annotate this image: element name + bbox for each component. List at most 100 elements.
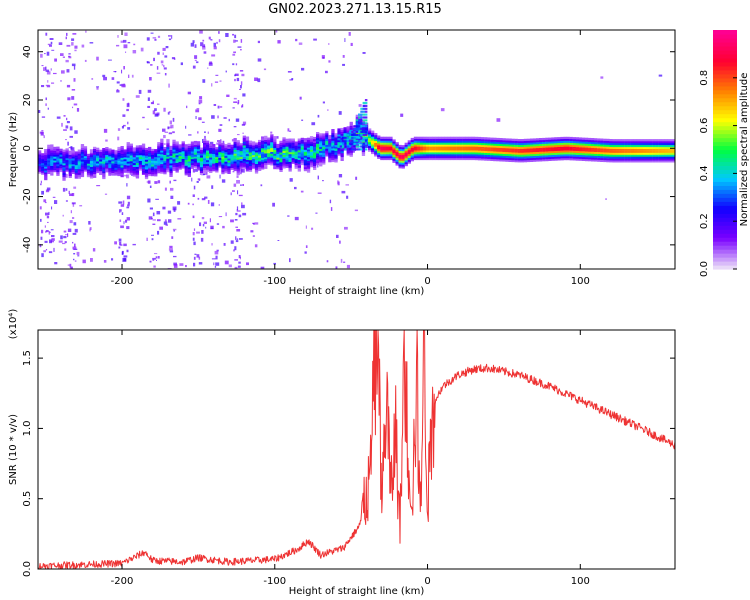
heatmap-cell (316, 132, 320, 135)
heatmap-cell (548, 156, 552, 160)
noise-cell (123, 39, 127, 43)
heatmap-cell (129, 155, 133, 158)
heatmap-cell (313, 167, 317, 170)
heatmap-cell (96, 169, 100, 172)
noise-cell (68, 53, 71, 55)
heatmap-cell (340, 147, 344, 150)
heatmap-cell (56, 171, 60, 174)
heatmap-cell (392, 143, 396, 146)
heatmap-cell (99, 149, 103, 152)
heatmap-cell (203, 160, 207, 163)
heatmap-cell (447, 142, 451, 145)
heatmap-cell (624, 160, 628, 163)
heatmap-cell (404, 154, 408, 157)
noise-cell (197, 178, 201, 181)
heatmap-cell (316, 145, 320, 148)
noise-cell (196, 254, 200, 258)
noise-cell (210, 39, 213, 41)
heatmap-cell (520, 142, 524, 146)
heatmap-cell (419, 150, 424, 153)
heatmap-cell (377, 154, 381, 157)
heatmap-cell (362, 113, 366, 116)
heatmap-cell (102, 148, 106, 151)
heatmap-cell (160, 171, 164, 174)
heatmap-cell (615, 154, 619, 157)
y-axis-label: SNR (10 * v/v) (8, 414, 19, 485)
heatmap-cell (429, 140, 433, 143)
heatmap-cell (169, 163, 173, 166)
heatmap-cell (74, 155, 78, 158)
heatmap-cell (328, 152, 332, 155)
noise-cell (238, 194, 243, 197)
noise-cell (317, 164, 319, 168)
heatmap-cell (539, 140, 543, 143)
noise-cell (600, 76, 604, 79)
heatmap-cell (178, 152, 182, 155)
heatmap-cell (539, 143, 543, 146)
heatmap-cell (358, 114, 363, 117)
heatmap-cell (566, 146, 570, 149)
heatmap-cell (505, 146, 509, 149)
heatmap-cell (597, 140, 601, 143)
noise-cell (192, 203, 194, 206)
heatmap-cell (282, 156, 286, 159)
heatmap-cell (267, 143, 271, 146)
heatmap-cell (123, 157, 127, 160)
noise-cell (58, 42, 63, 45)
heatmap-cell (258, 147, 262, 150)
heatmap-cell (233, 163, 237, 166)
heatmap-cell (132, 153, 136, 156)
heatmap-cell (621, 150, 625, 153)
heatmap-cell (548, 151, 552, 154)
heatmap-cell (254, 154, 259, 157)
noise-cell (225, 70, 227, 73)
heatmap-cell (303, 145, 308, 148)
heatmap-cell (273, 140, 277, 143)
noise-cell (96, 185, 101, 187)
heatmap-cell (196, 164, 201, 167)
heatmap-cell (209, 155, 213, 158)
heatmap-cell (267, 139, 271, 142)
heatmap-cell (344, 145, 347, 148)
heatmap-cell (273, 147, 277, 150)
heatmap-cell (441, 156, 445, 159)
heatmap-cell (135, 170, 140, 173)
heatmap-cell (374, 144, 378, 147)
noise-cell (236, 206, 239, 211)
noise-cell (196, 61, 199, 64)
heatmap-cell (566, 152, 570, 155)
heatmap-cell (209, 167, 213, 170)
heatmap-cell (453, 146, 457, 149)
heatmap-cell (490, 154, 494, 158)
heatmap-cell (673, 142, 675, 146)
heatmap-cell (575, 139, 579, 142)
heatmap-cell (62, 170, 66, 173)
heatmap-cell (224, 147, 228, 151)
heatmap-cell (163, 168, 167, 171)
heatmap-cell (190, 145, 195, 148)
heatmap-cell (123, 159, 127, 162)
heatmap-cell (273, 151, 277, 154)
noise-cell (41, 130, 44, 132)
heatmap-cell (471, 154, 476, 157)
noise-cell (238, 255, 241, 259)
heatmap-cell (282, 137, 286, 140)
noise-cell (275, 30, 278, 33)
noise-cell (214, 250, 219, 255)
heatmap-cell (206, 161, 210, 164)
heatmap-cell (368, 130, 372, 133)
noise-cell (69, 135, 73, 138)
heatmap-cell (496, 143, 500, 146)
heatmap-cell (383, 148, 387, 151)
colorbar-tick-label: 0.0 (699, 261, 710, 277)
heatmap-cell (135, 160, 140, 164)
heatmap-cell (206, 165, 210, 168)
heatmap-cell (395, 149, 399, 153)
heatmap-cell (313, 144, 317, 147)
noise-cell (289, 178, 293, 182)
noise-cell (53, 247, 55, 252)
heatmap-cell (102, 165, 106, 168)
colorbar-segment (713, 265, 737, 270)
heatmap-cell (383, 146, 387, 149)
heatmap-cell (316, 133, 320, 137)
